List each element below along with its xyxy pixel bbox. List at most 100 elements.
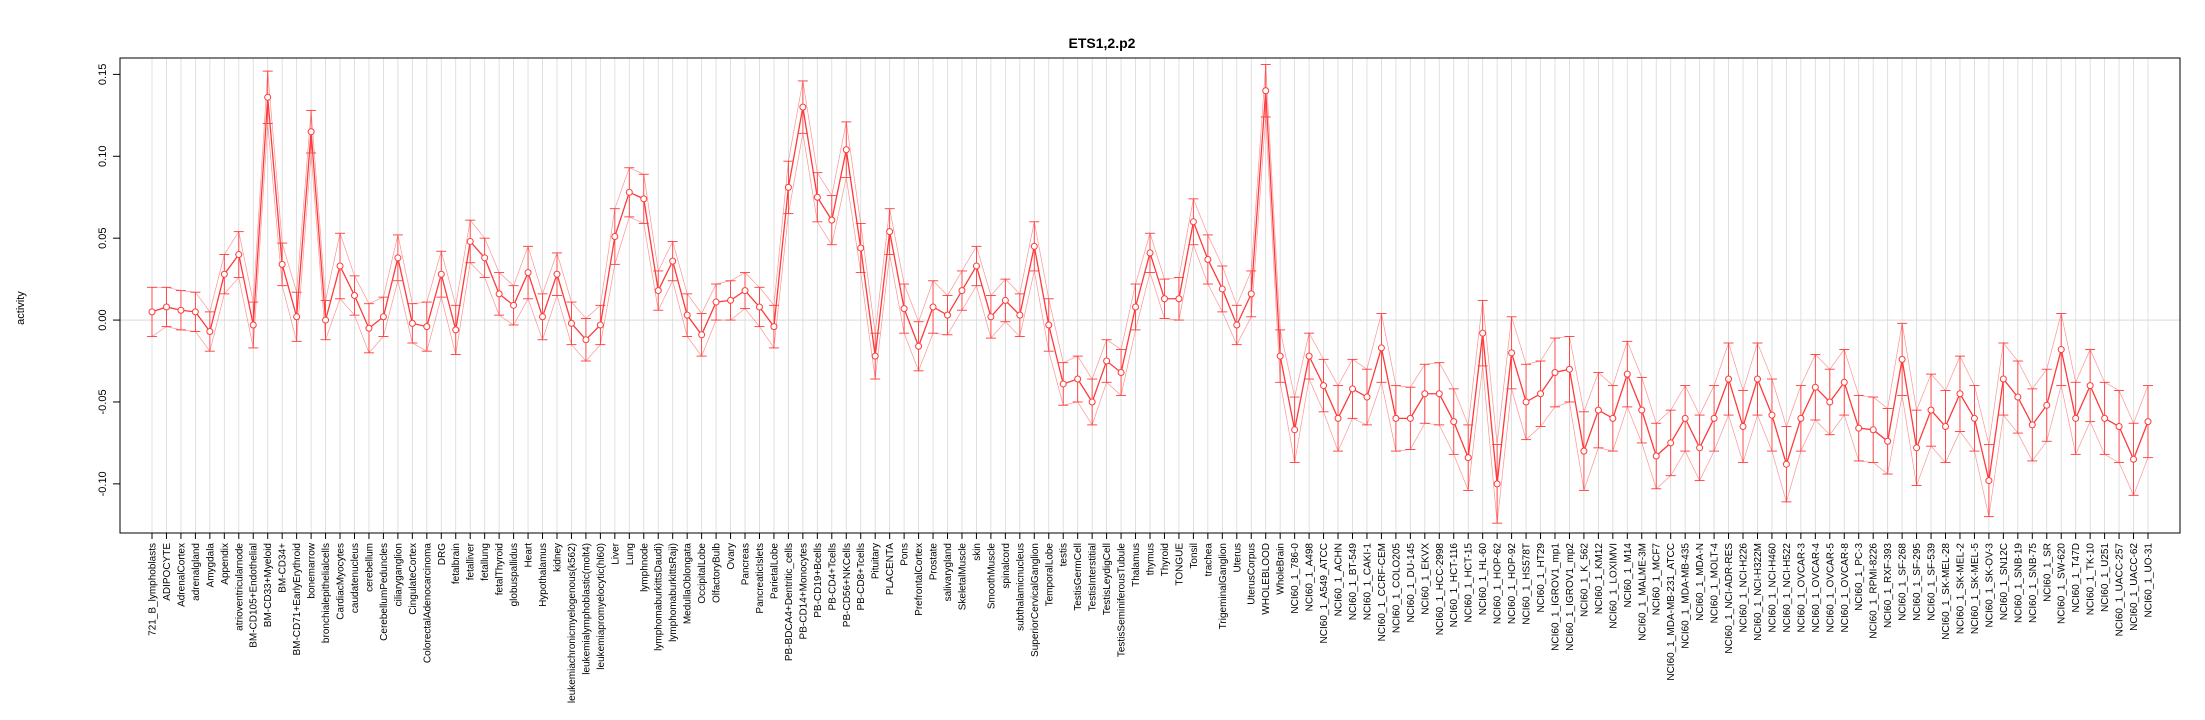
data-point (2086, 382, 2094, 390)
data-point (698, 331, 706, 339)
category-label: NCI60_1_MCF7 (1652, 543, 1663, 616)
data-point (1942, 423, 1950, 431)
data-point (191, 308, 199, 316)
category-label: NCI60_1_MDA-MB-435 (1681, 543, 1692, 649)
category-label: NCI60_1_HCC-2998 (1435, 543, 1446, 636)
category-label: NCI60_1_HCT-15 (1464, 543, 1475, 623)
category-label: TONGUE (1174, 543, 1185, 586)
data-point (958, 287, 966, 295)
data-point (1594, 406, 1602, 414)
category-label: globuspallidus (509, 543, 520, 606)
category-label: PancreaticIslets (755, 543, 766, 614)
category-label: Amygdala (205, 543, 216, 588)
data-point (1146, 249, 1154, 257)
category-label: NCI60_1_CCRF-CEM (1377, 543, 1388, 641)
category-label: Ovary (726, 543, 737, 570)
data-point (2057, 346, 2065, 354)
data-point (336, 262, 344, 270)
data-point (1218, 285, 1226, 293)
category-label: CerebellumPeduncles (379, 543, 390, 641)
data-point (625, 188, 633, 196)
category-label: BM-CD34+ (278, 543, 289, 593)
data-point (567, 319, 575, 327)
data-point (596, 321, 604, 329)
category-label: PB-CD56+NKCells (842, 543, 853, 627)
category-label: NCI60_1_HT29 (1536, 543, 1547, 613)
category-label: BM-CD105+Endothelial (249, 543, 260, 648)
category-label: NCI60_1_OVCAR-5 (1825, 543, 1836, 633)
category-label: NCI60_1_NCI-H226 (1739, 543, 1750, 633)
category-label: Thalamus (1131, 543, 1142, 587)
data-point (611, 233, 619, 241)
category-label: OlfactoryBulb (712, 543, 723, 603)
category-label: fetallung (480, 543, 491, 581)
data-point (1291, 426, 1299, 434)
data-point (1059, 380, 1067, 388)
data-point (915, 342, 923, 350)
category-label: TemporalLobe (1044, 543, 1055, 607)
category-label: atrioventricularnode (234, 543, 245, 631)
category-label: caudatenucleus (350, 543, 361, 613)
category-label: SkeletalMuscle (957, 543, 968, 611)
category-label: NCI60_1_SNB-19 (2013, 543, 2024, 623)
category-label: NCI60_1_NCI-H522 (1782, 543, 1793, 633)
category-label: lymphomaburkittsDaudi) (654, 543, 665, 651)
category-label: NCI60_1_OVCAR-3 (1796, 543, 1807, 633)
data-point (481, 254, 489, 262)
category-label: NCI60_1_SW-620 (2057, 543, 2068, 624)
category-label: TestisInterstitial (1088, 543, 1099, 611)
category-label: spinalcord (1001, 543, 1012, 589)
category-label: fetalliver (466, 542, 477, 580)
data-point (1001, 296, 1009, 304)
category-label: UterusCorpus (1247, 543, 1258, 605)
data-point (437, 270, 445, 278)
category-labels: 721_B_lymphoblasts ADIPOCYTE AdrenalCortex… (148, 542, 2155, 703)
data-point (1189, 218, 1197, 226)
data-point (2130, 455, 2138, 463)
data-point (2043, 401, 2051, 409)
data-point (755, 303, 763, 311)
category-label: NCI60_1_SK-MEL-5 (1970, 543, 1981, 635)
data-point (1522, 398, 1530, 406)
category-label: lymphnode (639, 543, 650, 592)
category-label: PB-CD19+Bcells (813, 543, 824, 618)
data-point (1421, 390, 1429, 398)
category-label: CingulateCortex (408, 543, 419, 615)
data-point (322, 316, 330, 324)
category-label: NCI60_1_RPMI-8226 (1869, 543, 1880, 639)
category-label: Hypothalamus (538, 543, 549, 607)
category-label: skin (972, 543, 983, 561)
data-point (1233, 321, 1241, 329)
category-label: PB-CD14+Monocytes (798, 543, 809, 639)
data-point (1898, 355, 1906, 363)
category-label: ciliaryganglion (393, 543, 404, 606)
lower-envelope (151, 116, 2149, 524)
category-label: NCI60_1_HOP-62 (1493, 543, 1504, 625)
axis-layer: -0.10 -0.05 0.00 0.05 0.10 0.15 (97, 64, 2149, 539)
category-label: NCI60_1_SK-MEL-28 (1941, 543, 1952, 640)
category-label: salivarygland (943, 543, 954, 601)
category-label: Lung (625, 543, 636, 565)
category-label: NCI60_1_MOLT-4 (1710, 543, 1721, 624)
category-label: NCI60_1_PC-3 (1854, 543, 1865, 611)
data-point (1681, 414, 1689, 422)
category-label: NCI60_1_HCT-116 (1449, 543, 1460, 628)
data-point (162, 303, 170, 311)
data-point (972, 262, 980, 270)
data-point (886, 228, 894, 236)
data-point (1363, 393, 1371, 401)
category-label: TrigeminalGanglion (1218, 543, 1229, 629)
data-point (1551, 368, 1559, 376)
data-point (1580, 447, 1588, 455)
category-label: NCI60_1_SK-OV-3 (1984, 543, 1995, 628)
category-label: TestisSeminiferousTubule (1117, 543, 1128, 658)
category-label: Thyroid (1160, 543, 1171, 576)
data-point (1045, 321, 1053, 329)
data-point (539, 313, 547, 321)
y-tick-label: 0.00 (97, 309, 109, 330)
data-point (1247, 290, 1255, 298)
category-label: lymphomaburkittsRaji) (668, 543, 679, 642)
category-label: PB-CD4+Tcells (827, 543, 838, 611)
data-point (813, 193, 821, 201)
category-label: ADIPOCYTE (162, 543, 173, 601)
